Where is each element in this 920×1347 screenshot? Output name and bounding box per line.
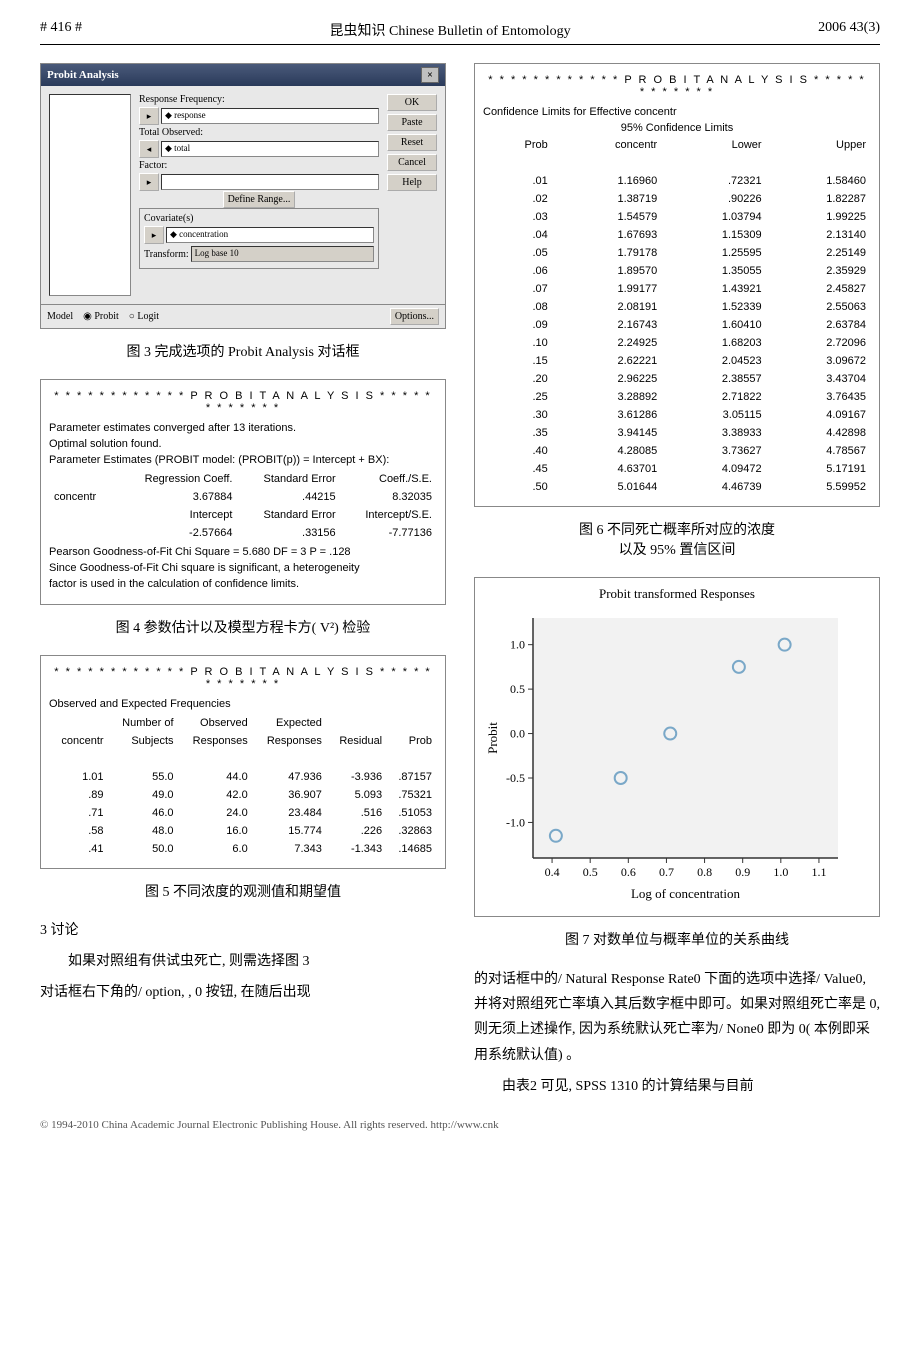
footer-copyright: © 1994-2010 China Academic Journal Elect… — [40, 1119, 880, 1131]
page-number: # 416 # — [40, 20, 82, 40]
transform-label: Transform: — [144, 249, 189, 260]
svg-text:1.0: 1.0 — [773, 865, 788, 879]
total-field[interactable]: ◆ total — [161, 141, 379, 157]
output-panel-4: * * * * * * * * * * * * P R O B I T A N … — [40, 379, 446, 605]
close-icon[interactable]: × — [421, 67, 439, 83]
arrow-button[interactable]: ▸ — [139, 107, 159, 125]
define-range-button[interactable]: Define Range... — [223, 191, 296, 208]
page-header: # 416 # 昆虫知识 Chinese Bulletin of Entomol… — [40, 20, 880, 45]
svg-text:1.1: 1.1 — [811, 865, 826, 879]
svg-text:0.0: 0.0 — [510, 727, 525, 741]
para1: 如果对照组有供试虫死亡, 则需选择图 3 — [40, 949, 446, 974]
svg-text:-1.0: -1.0 — [506, 815, 525, 829]
arrow-button[interactable]: ▸ — [144, 226, 164, 244]
para4: 由表2 可见, SPSS 1310 的计算结果与目前 — [474, 1074, 880, 1099]
scatter-plot: -1.0 -0.5 0.0 0.5 1.0 0.4 0.5 0.6 0.7 0.8 0.9 1.0 1.… — [483, 608, 853, 908]
journal-title: 昆虫知识 Chinese Bulletin of Entomology — [82, 20, 818, 40]
panel6-title: * * * * * * * * * * * * P R O B I T A N … — [483, 74, 871, 98]
dialog-title-text: Probit Analysis — [47, 69, 119, 81]
output-panel-5: * * * * * * * * * * * * P R O B I T A N … — [40, 655, 446, 869]
factor-field[interactable] — [161, 174, 379, 190]
figure4-caption: 图 4 参数估计以及模型方程卡方( V²) 检验 — [40, 617, 446, 637]
variable-list[interactable] — [49, 94, 131, 296]
svg-text:0.7: 0.7 — [659, 865, 674, 879]
svg-text:0.5: 0.5 — [510, 682, 525, 696]
figure6-caption: 图 6 不同死亡概率所对应的浓度以及 95% 置信区间 — [474, 519, 880, 559]
probit-radio[interactable]: ◉ Probit — [83, 311, 119, 322]
figure5-caption: 图 5 不同浓度的观测值和期望值 — [40, 881, 446, 901]
probit-dialog: Probit Analysis× Response Frequency: ▸◆ … — [40, 63, 446, 329]
logit-radio[interactable]: ○ Logit — [129, 311, 159, 322]
para2: 对话框右下角的/ option, , 0 按钮, 在随后出现 — [40, 980, 446, 1005]
arrow-button[interactable]: ◂ — [139, 140, 159, 158]
covariate-field[interactable]: ◆ concentration — [166, 227, 374, 243]
response-field[interactable]: ◆ response — [161, 108, 379, 124]
reset-button[interactable]: Reset — [387, 134, 437, 151]
svg-text:0.8: 0.8 — [697, 865, 712, 879]
svg-text:Probit: Probit — [485, 722, 500, 754]
output-panel-6: * * * * * * * * * * * * P R O B I T A N … — [474, 63, 880, 507]
transform-select[interactable]: Log base 10 — [191, 246, 374, 262]
paste-button[interactable]: Paste — [387, 114, 437, 131]
cancel-button[interactable]: Cancel — [387, 154, 437, 171]
svg-text:0.4: 0.4 — [545, 865, 560, 879]
figure7-caption: 图 7 对数单位与概率单位的关系曲线 — [474, 929, 880, 949]
options-button[interactable]: Options... — [390, 308, 439, 325]
svg-text:Log of concentration: Log of concentration — [631, 886, 741, 901]
svg-text:1.0: 1.0 — [510, 638, 525, 652]
probit-chart: Probit transformed Responses -1.0 -0.5 0.0… — [474, 577, 880, 917]
svg-text:-0.5: -0.5 — [506, 771, 525, 785]
total-label: Total Observed: — [139, 127, 379, 138]
section-3-heading: 3 讨论 — [40, 919, 446, 939]
factor-label: Factor: — [139, 160, 379, 171]
covariate-label: Covariate(s) — [144, 213, 374, 224]
arrow-button[interactable]: ▸ — [139, 173, 159, 191]
issue-info: 2006 43(3) — [818, 20, 880, 40]
chart-title: Probit transformed Responses — [483, 586, 871, 602]
svg-text:0.5: 0.5 — [583, 865, 598, 879]
model-label: Model — [47, 311, 73, 322]
help-button[interactable]: Help — [387, 174, 437, 191]
panel5-title: * * * * * * * * * * * * P R O B I T A N … — [49, 666, 437, 690]
svg-text:0.9: 0.9 — [735, 865, 750, 879]
resp-freq-label: Response Frequency: — [139, 94, 379, 105]
ok-button[interactable]: OK — [387, 94, 437, 111]
svg-text:0.6: 0.6 — [621, 865, 636, 879]
panel4-title: * * * * * * * * * * * * P R O B I T A N … — [49, 390, 437, 414]
figure3-caption: 图 3 完成选项的 Probit Analysis 对话框 — [40, 341, 446, 361]
para3: 的对话框中的/ Natural Response Rate0 下面的选项中选择/… — [474, 967, 880, 1068]
